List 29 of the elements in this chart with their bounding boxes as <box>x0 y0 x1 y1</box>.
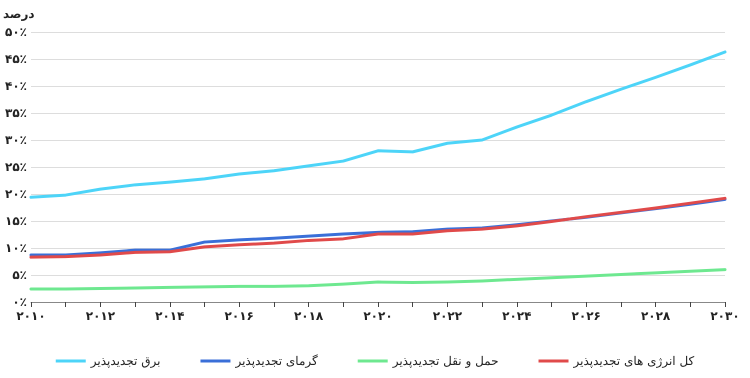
x-tick-label: ۲۰۲۴ <box>502 309 532 323</box>
legend-label: برق تجدیدپذیر <box>90 354 160 368</box>
x-tick-label: ۲۰۱۶ <box>224 309 254 323</box>
y-tick-label: ۲۰٪ <box>5 187 27 201</box>
x-tick-label: ۲۰۳۰ <box>710 309 740 323</box>
y-tick-label: ۳۵٪ <box>5 106 27 120</box>
x-tick-label: ۲۰۱۸ <box>294 309 324 323</box>
y-tick-label: ۵٪ <box>12 268 27 282</box>
y-tick-label: ۱۰٪ <box>5 241 27 255</box>
x-tick-label: ۲۰۲۸ <box>640 309 671 323</box>
legend-label: کل انرژی های تجدیدپذیر <box>572 354 695 368</box>
x-tick-label: ۲۰۲۶ <box>572 309 601 323</box>
y-tick-label: ۲۵٪ <box>5 160 27 174</box>
y-tick-label: ۰٪ <box>12 295 27 309</box>
x-tick-label: ۲۰۱۲ <box>86 309 116 323</box>
x-tick-label: ۲۰۲۰ <box>363 309 393 323</box>
line-series <box>30 50 726 199</box>
y-tick-label: ۴۰٪ <box>5 79 27 93</box>
y-tick-label: ۳۰٪ <box>5 133 27 147</box>
x-tick-label: ۲۰۱۰ <box>16 309 46 323</box>
legend-label: حمل و نقل تجدیدپذیر <box>392 354 499 368</box>
line-series <box>30 268 726 291</box>
x-tick-label: ۲۰۲۲ <box>432 309 463 323</box>
legend-label: گرمای تجدیدپذیر <box>234 354 318 368</box>
y-tick-label: ۴۵٪ <box>5 52 27 66</box>
y-axis-title: درصد <box>3 7 35 21</box>
x-tick-label: ۲۰۱۴ <box>155 309 184 323</box>
y-tick-label: ۱۵٪ <box>5 214 27 228</box>
y-tick-label: ۵۰٪ <box>5 25 27 39</box>
